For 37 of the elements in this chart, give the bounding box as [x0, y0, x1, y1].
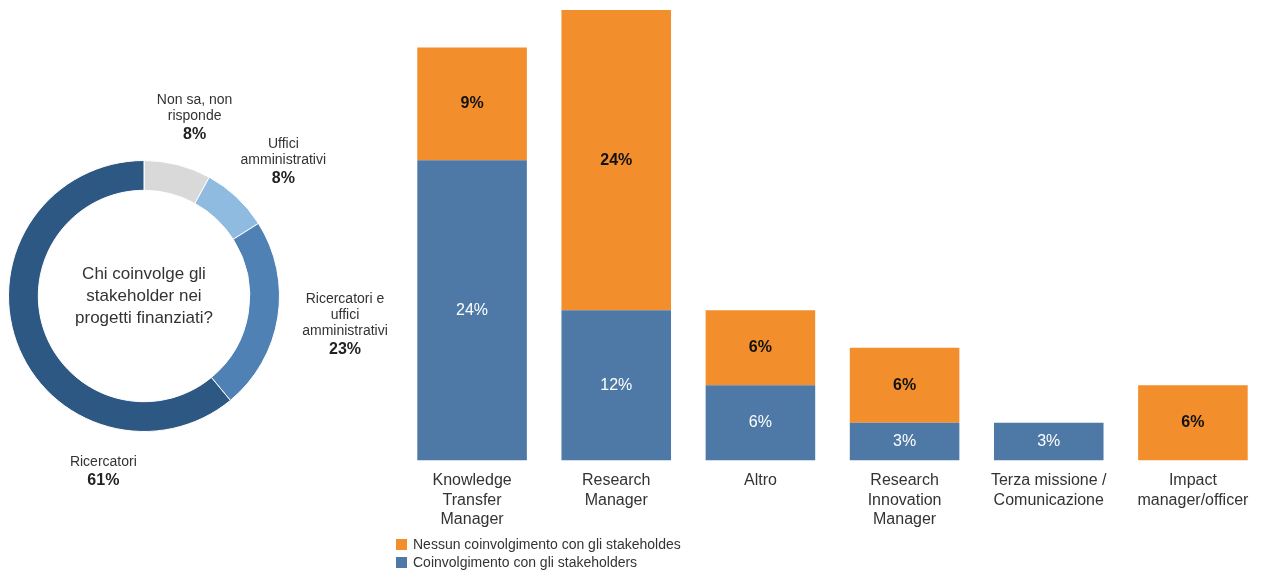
data-label: 8% [183, 125, 207, 143]
x-tick-label: Research Manager [582, 471, 651, 508]
data-label: 6% [748, 413, 772, 431]
bar [849, 422, 960, 461]
slice-label: Ricercatori e uffici amministrativi [302, 289, 388, 338]
data-label: 24% [456, 300, 489, 318]
slice-label: Uffici amministrativi [240, 135, 327, 168]
data-label: 12% [600, 375, 633, 393]
bar [993, 422, 1104, 461]
data-label: 61% [87, 470, 120, 488]
x-tick-label: Impact manager/officer [1137, 471, 1250, 508]
bar [705, 310, 816, 386]
data-label: 6% [893, 375, 917, 393]
bar [849, 347, 960, 423]
data-label: 3% [1037, 432, 1061, 450]
bar [561, 10, 672, 311]
text: Chi coinvolge gli stakeholder nei progetti finanziati? [75, 264, 213, 327]
data-label: 3% [893, 432, 917, 450]
data-label: 23% [328, 339, 362, 357]
bar [705, 385, 816, 461]
slice-label: Non sa, non risponde [156, 91, 233, 124]
data-label: 24% [600, 150, 633, 168]
data-label: 6% [1181, 413, 1205, 431]
legend-label: Nessun coinvolgimento con gli stakeholdes [413, 536, 681, 552]
x-tick-label: Knowledge Transfer Manager [432, 471, 512, 527]
data-label: 6% [748, 338, 772, 356]
x-tick-label: Altro [743, 471, 777, 489]
bar [1138, 385, 1248, 461]
bar [417, 160, 527, 461]
x-tick-label: Terza missione / Comunicazione [990, 471, 1108, 508]
legend-label: Coinvolgimento con gli stakeholders [413, 554, 638, 570]
bar [417, 47, 527, 161]
data-label: 9% [460, 94, 484, 112]
bar [561, 310, 672, 461]
slice-label: Ricercatori [69, 452, 137, 469]
x-tick-label: Research Innovation Manager [867, 471, 942, 527]
data-label: 8% [271, 169, 295, 187]
